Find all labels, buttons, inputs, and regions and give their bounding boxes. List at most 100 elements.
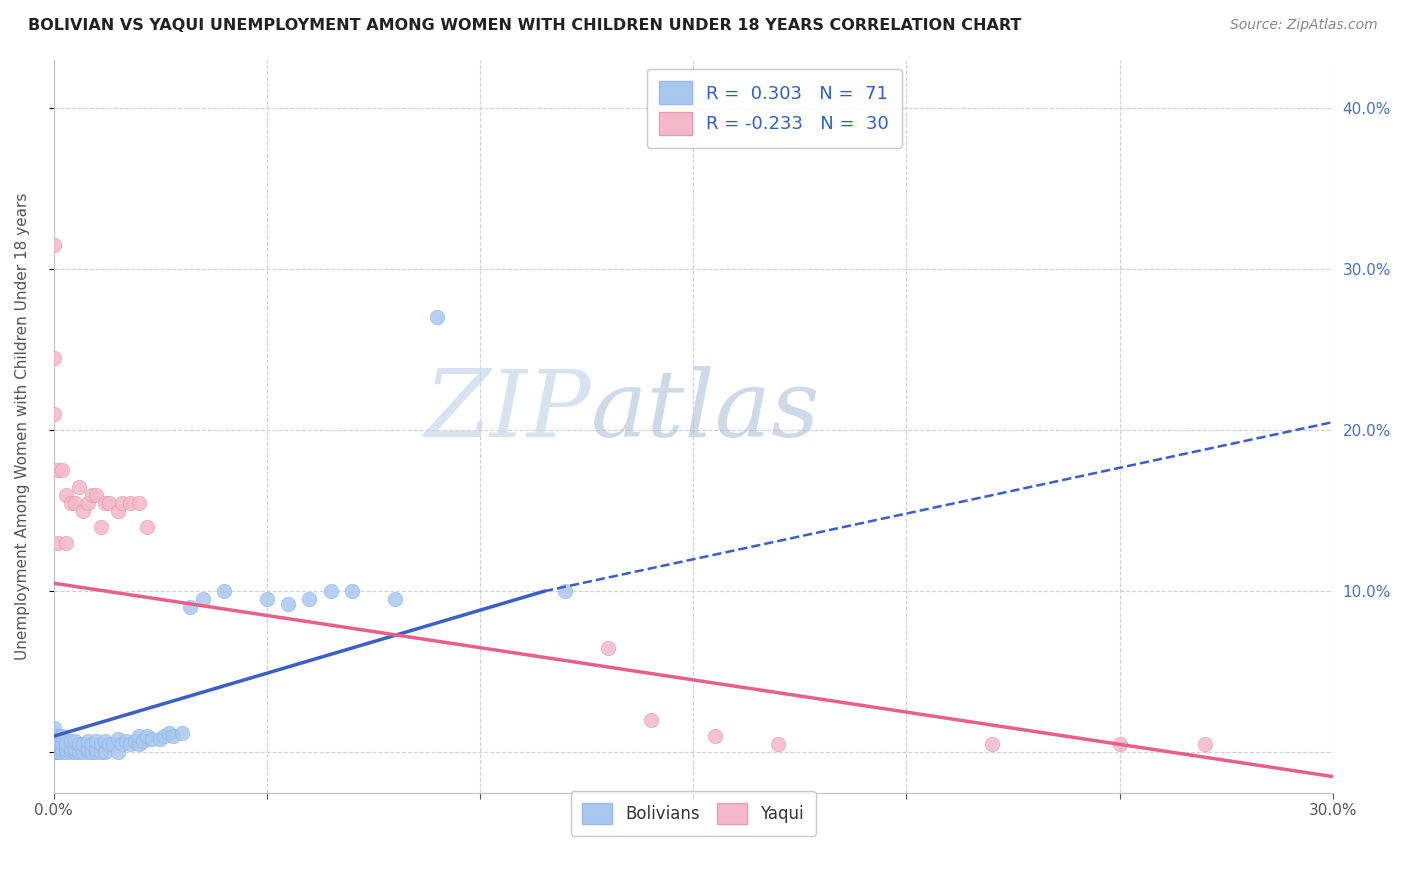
Point <box>319 584 342 599</box>
Point <box>162 729 184 743</box>
Text: BOLIVIAN VS YAQUI UNEMPLOYMENT AMONG WOMEN WITH CHILDREN UNDER 18 YEARS CORRELAT: BOLIVIAN VS YAQUI UNEMPLOYMENT AMONG WOM… <box>28 18 1022 33</box>
Point <box>640 713 662 727</box>
Y-axis label: Unemployment Among Women with Children Under 18 years: Unemployment Among Women with Children U… <box>15 193 30 660</box>
Point <box>42 745 65 759</box>
Point <box>55 487 77 501</box>
Point <box>76 745 98 759</box>
Point <box>80 487 103 501</box>
Point <box>107 504 129 518</box>
Point <box>46 745 69 759</box>
Point <box>191 592 214 607</box>
Point <box>63 745 86 759</box>
Point <box>212 584 235 599</box>
Point <box>67 737 90 751</box>
Point <box>42 745 65 759</box>
Point <box>42 407 65 421</box>
Point <box>55 745 77 759</box>
Point <box>42 745 65 759</box>
Point <box>76 734 98 748</box>
Point <box>67 479 90 493</box>
Point <box>59 734 82 748</box>
Point <box>340 584 363 599</box>
Point <box>128 737 150 751</box>
Point <box>51 729 73 743</box>
Point <box>107 732 129 747</box>
Point <box>89 520 111 534</box>
Point <box>42 721 65 735</box>
Point <box>84 734 107 748</box>
Point <box>67 745 90 759</box>
Point <box>94 745 117 759</box>
Point <box>124 734 146 748</box>
Point <box>63 496 86 510</box>
Point <box>42 745 65 759</box>
Point <box>384 592 406 607</box>
Legend: Bolivians, Yaqui: Bolivians, Yaqui <box>571 791 815 836</box>
Point <box>426 310 449 325</box>
Point <box>128 496 150 510</box>
Point <box>103 737 125 751</box>
Point <box>51 745 73 759</box>
Point <box>149 732 172 747</box>
Point <box>98 496 121 510</box>
Point <box>1108 737 1130 751</box>
Point <box>46 742 69 756</box>
Point <box>55 737 77 751</box>
Point <box>55 742 77 756</box>
Point <box>298 592 321 607</box>
Point <box>1194 737 1216 751</box>
Point <box>84 742 107 756</box>
Point <box>72 504 94 518</box>
Point <box>84 745 107 759</box>
Point <box>120 496 142 510</box>
Point <box>46 729 69 743</box>
Point <box>80 737 103 751</box>
Point <box>94 734 117 748</box>
Point <box>115 734 138 748</box>
Point <box>42 742 65 756</box>
Point <box>63 734 86 748</box>
Point <box>42 729 65 743</box>
Point <box>141 732 163 747</box>
Point <box>42 737 65 751</box>
Point <box>277 597 299 611</box>
Point <box>153 729 176 743</box>
Point <box>63 742 86 756</box>
Point <box>89 737 111 751</box>
Point <box>596 640 619 655</box>
Point <box>42 238 65 252</box>
Point <box>72 737 94 751</box>
Point <box>554 584 576 599</box>
Point <box>59 745 82 759</box>
Text: atlas: atlas <box>591 367 820 457</box>
Point <box>42 351 65 365</box>
Point <box>94 496 117 510</box>
Point <box>120 737 142 751</box>
Point <box>72 745 94 759</box>
Point <box>256 592 278 607</box>
Point <box>55 536 77 550</box>
Point <box>111 737 134 751</box>
Point <box>46 737 69 751</box>
Point <box>51 742 73 756</box>
Point <box>51 737 73 751</box>
Point <box>128 729 150 743</box>
Point <box>179 600 201 615</box>
Point <box>111 496 134 510</box>
Point <box>136 520 159 534</box>
Point <box>46 536 69 550</box>
Point <box>51 463 73 477</box>
Point <box>89 745 111 759</box>
Point <box>76 496 98 510</box>
Point <box>132 734 155 748</box>
Point <box>98 737 121 751</box>
Point <box>59 496 82 510</box>
Point <box>76 742 98 756</box>
Point <box>107 745 129 759</box>
Point <box>703 729 725 743</box>
Point <box>768 737 790 751</box>
Point <box>46 745 69 759</box>
Text: ZIP: ZIP <box>425 367 591 457</box>
Point <box>84 487 107 501</box>
Point <box>136 729 159 743</box>
